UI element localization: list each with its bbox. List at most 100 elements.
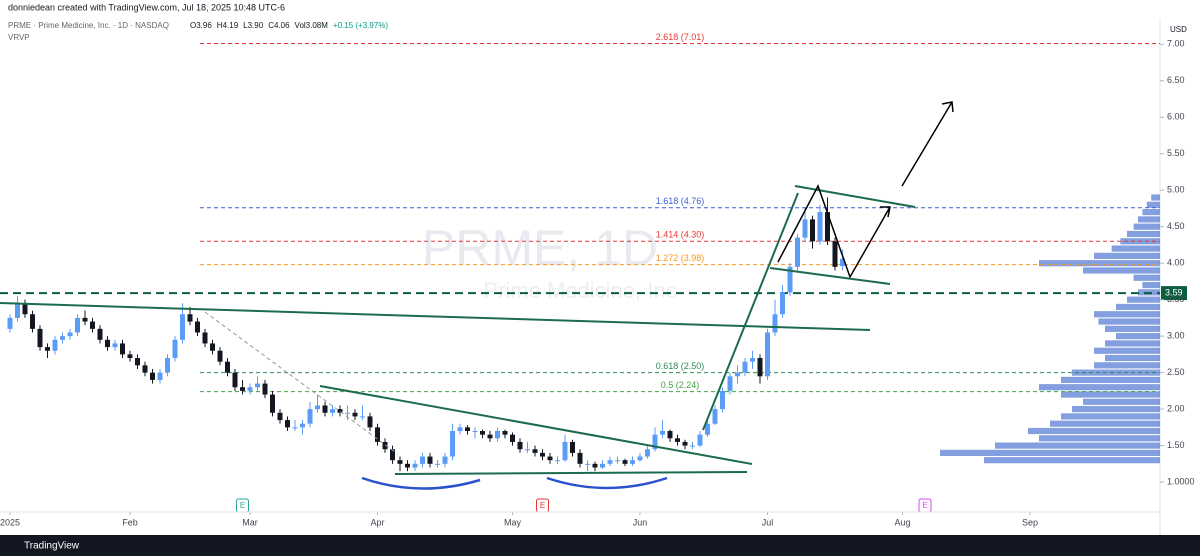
profile-bar xyxy=(1039,435,1160,442)
candle-body xyxy=(292,427,298,429)
candle-body xyxy=(112,343,118,348)
candle-body xyxy=(427,456,433,464)
candle-body xyxy=(247,387,253,391)
candle-body xyxy=(322,405,328,413)
candle-body xyxy=(382,441,388,450)
candle-body xyxy=(645,449,651,457)
profile-bar xyxy=(1061,391,1160,398)
profile-bar xyxy=(1138,216,1160,223)
candle-body xyxy=(314,405,320,410)
candle-body xyxy=(157,372,163,380)
profile-bar xyxy=(1116,303,1160,311)
watermark-name: Prime Medicine, Inc xyxy=(483,278,676,303)
profile-bar xyxy=(1061,376,1160,384)
candle-body xyxy=(164,358,170,373)
profile-bar xyxy=(1028,427,1160,435)
y-tick-label: 5.50 xyxy=(1167,148,1185,158)
profile-bar xyxy=(995,442,1160,449)
y-tick-label: 6.50 xyxy=(1167,75,1185,85)
candle-body xyxy=(232,372,238,388)
price-label: 3.59 xyxy=(1165,287,1183,297)
candle-body xyxy=(7,317,13,329)
candle-body xyxy=(389,449,395,461)
profile-bar xyxy=(1146,201,1160,208)
candle-body xyxy=(825,212,831,242)
y-tick-label: 1.0000 xyxy=(1167,476,1195,486)
y-tick-label: 3.50 xyxy=(1167,294,1185,304)
credit: donniedean created with TradingView.com,… xyxy=(8,2,285,12)
symbol: PRME · Prime Medicine, Inc. · 1D · NASDA… xyxy=(8,21,169,30)
profile-bar xyxy=(1111,245,1160,252)
footer-brand: TradingView xyxy=(24,541,80,552)
candle-body xyxy=(735,372,741,377)
profile-bar xyxy=(1105,325,1160,332)
candle-body xyxy=(840,258,846,267)
candle-body xyxy=(299,423,305,428)
candle-body xyxy=(172,339,178,359)
earnings-label: E xyxy=(540,501,545,510)
candle-body xyxy=(344,412,350,414)
candle-body xyxy=(712,409,718,424)
profile-bar xyxy=(1072,406,1160,413)
legend-item: C4.06 xyxy=(268,21,290,30)
candle-body xyxy=(119,343,125,355)
candle-body xyxy=(682,441,688,446)
trendline xyxy=(204,311,396,453)
legend-item: +0.15 (+3.97%) xyxy=(333,21,388,30)
profile-bar xyxy=(984,457,1160,464)
candle-body xyxy=(750,358,756,362)
trendline xyxy=(702,192,799,431)
candle-body xyxy=(464,427,470,432)
candle-body xyxy=(675,438,681,442)
x-tick-label: Mar xyxy=(242,517,258,527)
candles xyxy=(7,197,846,472)
profile-bar xyxy=(1127,296,1160,303)
candle-body xyxy=(37,328,43,348)
profile-bar xyxy=(1127,230,1160,238)
candle-body xyxy=(254,383,260,388)
candle-body xyxy=(269,394,275,413)
candle-body xyxy=(667,431,673,439)
profile-bar xyxy=(1116,333,1160,340)
legend-item: L3.90 xyxy=(243,21,264,30)
x-tick-label: Jul xyxy=(762,517,774,527)
profile-bar xyxy=(1105,354,1160,362)
profile-bar xyxy=(1098,318,1160,325)
profile-bar xyxy=(1039,260,1160,267)
candle-body xyxy=(524,449,530,451)
fib-levels: 2.618 (7.01) 1.618 (4.76) 1.414 (4.30) 1.27… xyxy=(0,32,1187,393)
candle-body xyxy=(772,314,778,333)
candle-body xyxy=(585,463,591,465)
axes: 1.0000 1.50 2.00 2.50 3.00 3.50 4.00 4.50 5.00 5.… xyxy=(0,39,1195,528)
candle-body xyxy=(127,354,133,359)
candle-body xyxy=(239,387,245,391)
candle-body xyxy=(517,441,523,450)
candle-body xyxy=(630,460,636,464)
candle-body xyxy=(727,376,733,391)
candle-body xyxy=(397,460,403,464)
profile-bar xyxy=(1151,194,1160,201)
profile-bar xyxy=(1039,384,1160,391)
profile-bar xyxy=(1094,311,1160,318)
candle-body xyxy=(142,365,148,373)
candle-body xyxy=(592,463,598,468)
candle-body xyxy=(832,241,838,267)
candle-body xyxy=(134,358,140,366)
trendline xyxy=(394,471,748,475)
arc xyxy=(361,476,481,490)
candle-body xyxy=(89,321,95,329)
candle-body xyxy=(742,361,748,373)
x-tick-label: Sep xyxy=(1022,517,1038,527)
arc xyxy=(546,476,668,490)
level-label: 0.5 (2.24) xyxy=(661,380,700,390)
flag-line xyxy=(769,267,891,285)
flag-line xyxy=(794,185,916,208)
profile-bar xyxy=(1094,347,1160,354)
earnings-label: E xyxy=(240,501,245,510)
profile-bar xyxy=(1094,252,1160,259)
candle-body xyxy=(600,463,606,468)
candle-body xyxy=(352,412,358,417)
candle-body xyxy=(179,314,185,340)
candle-body xyxy=(637,456,643,461)
